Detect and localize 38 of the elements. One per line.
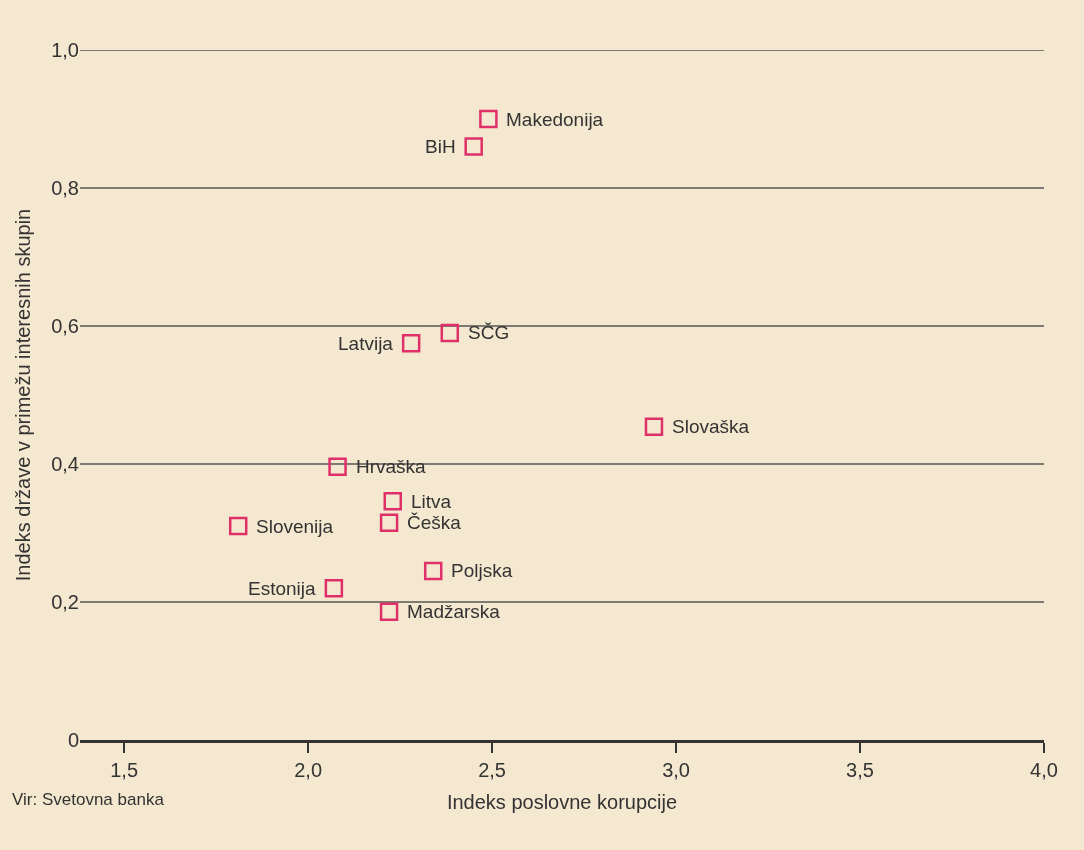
annotation: Madžarska [407, 601, 501, 622]
y-tick-label: 1,0 [51, 39, 79, 61]
point [401, 334, 421, 353]
text: Vir: Svetovna banka [12, 790, 165, 809]
point [328, 457, 347, 477]
point [440, 323, 460, 343]
point [479, 109, 498, 129]
annotation: BiH [425, 136, 456, 157]
y-tick-label: 0,6 [51, 315, 79, 337]
y-tick-label: 0,2 [51, 591, 79, 613]
point [423, 561, 443, 581]
y-axis-title: Indeks države v primežu interesnih skupin [11, 208, 34, 582]
x-tick-label: 4,0 [1030, 759, 1058, 781]
annotation: Slovenija [256, 516, 334, 537]
x-tick-label: 1,5 [110, 759, 139, 781]
x-tick-label: 2,5 [478, 759, 506, 781]
point [383, 492, 402, 511]
x-tick-label: 3,5 [846, 759, 874, 781]
annotation: Češka [407, 512, 462, 533]
annotation: SČG [468, 322, 510, 343]
point [644, 417, 664, 436]
annotation: Makedonija [506, 109, 604, 130]
y-tick-label: 0 [67, 729, 79, 751]
point [228, 516, 248, 536]
point [379, 602, 399, 621]
y-tick-label: 0,8 [51, 177, 79, 199]
annotation: Latvija [338, 333, 394, 354]
point [379, 513, 399, 532]
x-axis-title: Indeks poslovne korupcije [446, 790, 678, 813]
x-tick-label: 3,0 [662, 759, 690, 781]
annotation: Poljska [451, 560, 513, 581]
x-tick-label: 2,0 [294, 759, 323, 781]
point [324, 578, 344, 598]
annotation: Estonija [248, 578, 317, 599]
annotation: Slovaška [672, 416, 750, 437]
y-tick-label: 0,4 [51, 453, 79, 475]
annotation: Litva [411, 491, 452, 512]
point [464, 137, 483, 156]
